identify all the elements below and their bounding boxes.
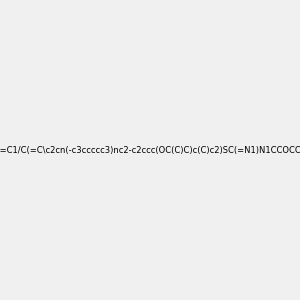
Text: O=C1/C(=C\c2cn(-c3ccccc3)nc2-c2ccc(OC(C)C)c(C)c2)SC(=N1)N1CCOCC1: O=C1/C(=C\c2cn(-c3ccccc3)nc2-c2ccc(OC(C)… [0,146,300,154]
